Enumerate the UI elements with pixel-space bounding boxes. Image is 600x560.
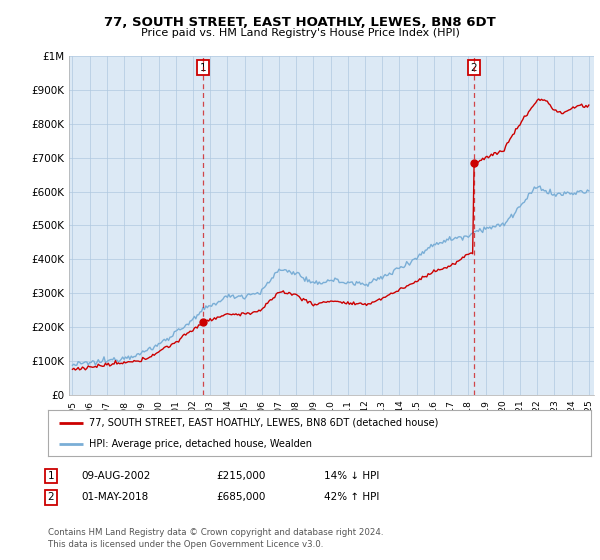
Text: £215,000: £215,000 <box>216 471 265 481</box>
Text: 77, SOUTH STREET, EAST HOATHLY, LEWES, BN8 6DT (detached house): 77, SOUTH STREET, EAST HOATHLY, LEWES, B… <box>89 418 438 428</box>
Text: 14% ↓ HPI: 14% ↓ HPI <box>324 471 379 481</box>
Text: 77, SOUTH STREET, EAST HOATHLY, LEWES, BN8 6DT: 77, SOUTH STREET, EAST HOATHLY, LEWES, B… <box>104 16 496 29</box>
Text: 42% ↑ HPI: 42% ↑ HPI <box>324 492 379 502</box>
Text: Price paid vs. HM Land Registry's House Price Index (HPI): Price paid vs. HM Land Registry's House … <box>140 28 460 38</box>
Text: 2: 2 <box>47 492 55 502</box>
Text: Contains HM Land Registry data © Crown copyright and database right 2024.
This d: Contains HM Land Registry data © Crown c… <box>48 528 383 549</box>
Text: 1: 1 <box>200 63 206 73</box>
Text: 2: 2 <box>471 63 478 73</box>
Text: 01-MAY-2018: 01-MAY-2018 <box>81 492 148 502</box>
Text: £685,000: £685,000 <box>216 492 265 502</box>
Text: 09-AUG-2002: 09-AUG-2002 <box>81 471 151 481</box>
Text: 1: 1 <box>47 471 55 481</box>
Text: HPI: Average price, detached house, Wealden: HPI: Average price, detached house, Weal… <box>89 439 312 449</box>
